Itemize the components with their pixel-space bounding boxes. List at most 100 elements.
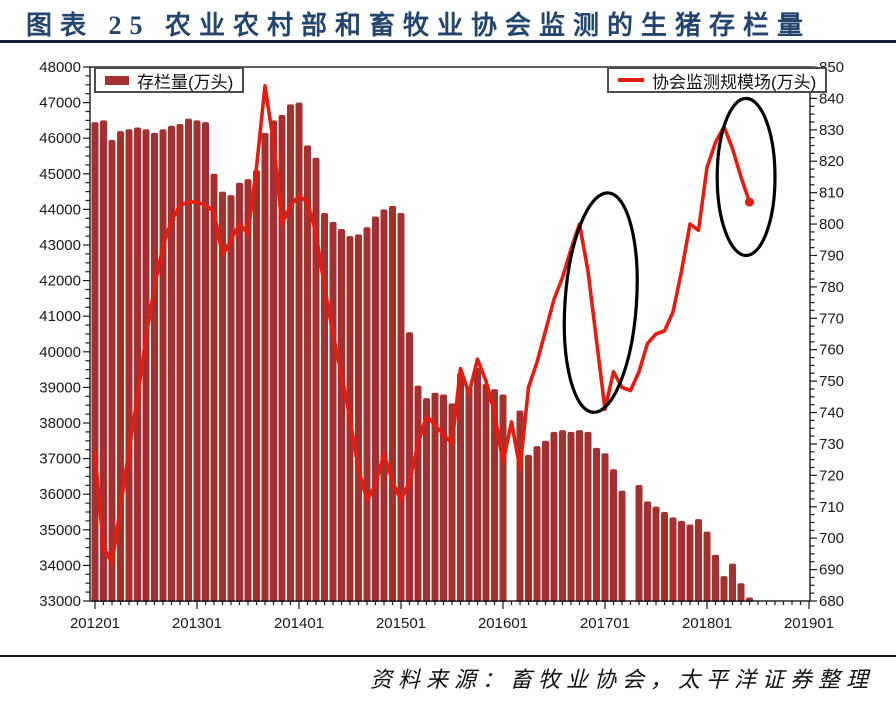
bar xyxy=(559,430,566,602)
left-tick-label: 38000 xyxy=(39,415,81,432)
bar xyxy=(185,118,192,602)
bar xyxy=(584,431,592,602)
legend-line-label: 协会监测规模场(万头) xyxy=(652,72,817,92)
bar xyxy=(338,228,345,602)
annotation-ellipse xyxy=(562,191,639,414)
left-tick-label: 33000 xyxy=(39,593,81,610)
bar xyxy=(253,170,260,602)
x-axis-label: 201401 xyxy=(274,615,324,632)
bar xyxy=(100,120,107,602)
right-tick-label: 710 xyxy=(819,499,844,516)
bar xyxy=(593,447,600,602)
right-tick-label: 780 xyxy=(819,279,844,296)
bar xyxy=(91,122,99,602)
bar xyxy=(482,383,490,602)
bar xyxy=(397,212,405,602)
annotation-ellipse xyxy=(715,96,777,258)
bar xyxy=(380,209,388,602)
legend-line-series: 协会监测规模场(万头) xyxy=(607,67,828,93)
bar xyxy=(270,120,277,602)
right-tick-label: 750 xyxy=(819,373,844,390)
right-tick-label: 760 xyxy=(819,342,844,359)
chart-area: 33000 34000 35000 36000 37000 38000 39000 40000… xyxy=(0,55,896,640)
title-underline xyxy=(0,40,896,43)
left-tick-label: 34000 xyxy=(39,557,81,574)
bar xyxy=(576,430,583,602)
bar xyxy=(202,122,209,602)
right-tick-label: 770 xyxy=(819,310,844,327)
bar xyxy=(389,205,396,602)
bar xyxy=(567,431,575,602)
bar xyxy=(261,132,269,602)
left-tick-label: 42000 xyxy=(39,273,81,290)
bar xyxy=(142,129,150,602)
left-tick-label: 41000 xyxy=(39,308,81,325)
bar xyxy=(491,389,498,602)
line-series xyxy=(93,83,752,566)
bar xyxy=(474,367,481,602)
bar xyxy=(635,484,643,602)
left-tick-label: 35000 xyxy=(39,522,81,539)
right-tick-label: 830 xyxy=(819,122,844,139)
bar xyxy=(244,179,252,602)
left-tick-label: 37000 xyxy=(39,451,81,468)
x-axis-label: 201501 xyxy=(376,615,426,632)
line-swatch-icon xyxy=(618,78,644,82)
axes xyxy=(83,66,817,609)
bar xyxy=(703,531,711,602)
x-axis-label: 201601 xyxy=(478,615,528,632)
right-tick-label: 680 xyxy=(819,593,844,610)
line-end-dot xyxy=(745,197,754,207)
right-tick-label: 790 xyxy=(819,247,844,264)
source-divider xyxy=(0,655,896,657)
bar xyxy=(227,195,235,602)
left-tick-label: 48000 xyxy=(39,59,81,76)
bar-series xyxy=(91,102,753,602)
left-tick-label: 43000 xyxy=(39,237,81,254)
chart-title: 图表 25 农业农村部和畜牧业协会监测的生猪存栏量 xyxy=(26,11,812,40)
bar xyxy=(278,115,286,602)
bar xyxy=(210,173,218,602)
bar xyxy=(108,139,116,602)
right-tick-label: 800 xyxy=(819,216,844,233)
right-tick-label: 690 xyxy=(819,562,844,579)
bar xyxy=(669,517,677,602)
chart-plot: 33000 34000 35000 36000 37000 38000 39000 40000… xyxy=(39,59,844,632)
bar xyxy=(431,392,439,602)
bar xyxy=(329,221,337,602)
legend-bar-series: 存栏量(万头) xyxy=(94,67,245,93)
bar xyxy=(236,182,243,602)
bar xyxy=(542,440,549,602)
left-tick-label: 46000 xyxy=(39,130,81,147)
bar xyxy=(644,501,651,602)
bar xyxy=(695,519,702,602)
bar xyxy=(661,512,668,602)
bar xyxy=(729,563,736,602)
bar xyxy=(601,453,609,602)
bar xyxy=(134,127,141,602)
bar xyxy=(321,212,328,602)
bar xyxy=(168,125,175,602)
x-axis-label: 201901 xyxy=(784,615,834,632)
bar xyxy=(363,227,371,602)
bar xyxy=(176,123,184,602)
bar xyxy=(525,455,532,602)
right-tick-label: 700 xyxy=(819,530,844,547)
bar xyxy=(355,234,362,602)
bar xyxy=(457,373,464,602)
bar xyxy=(151,132,158,602)
right-tick-label: 730 xyxy=(819,436,844,453)
right-tick-label: 740 xyxy=(819,405,844,422)
bar xyxy=(610,469,617,602)
bar-swatch-icon xyxy=(105,75,129,85)
left-tick-label: 36000 xyxy=(39,486,81,503)
bar xyxy=(720,576,728,602)
x-axis-label: 201301 xyxy=(172,615,222,632)
bar xyxy=(372,216,379,602)
bar xyxy=(550,431,558,602)
right-tick-label: 820 xyxy=(819,153,844,170)
left-tick-label: 47000 xyxy=(39,95,81,112)
bar xyxy=(737,583,745,602)
bar xyxy=(465,387,473,602)
